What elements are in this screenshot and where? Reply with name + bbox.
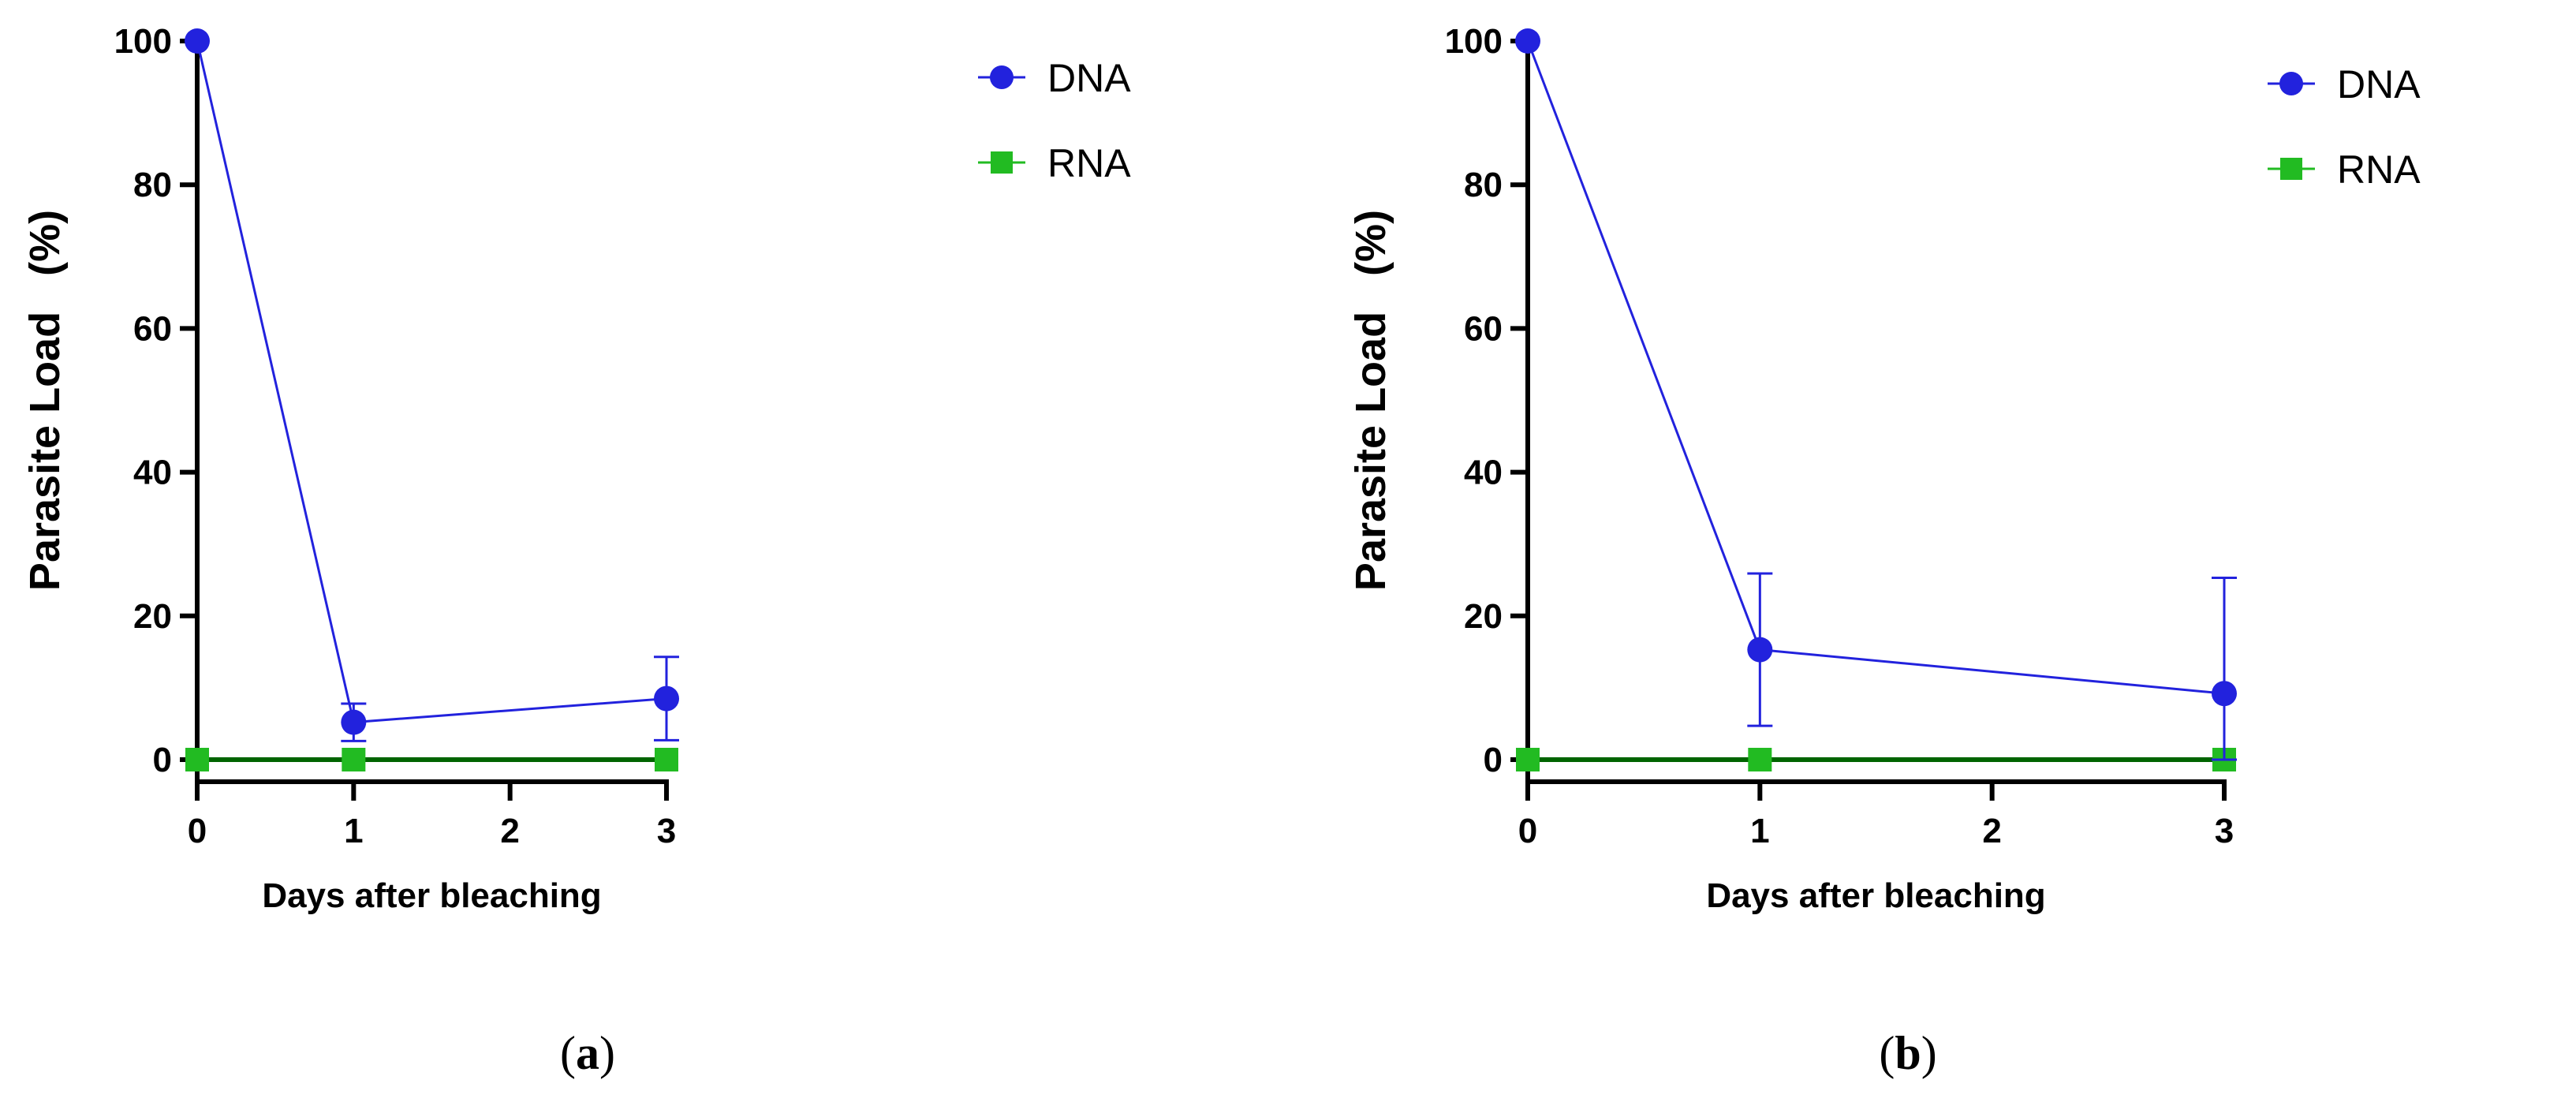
y-tick-label: 0: [1484, 741, 1503, 779]
y-tick-label: 80: [1464, 166, 1503, 204]
y-tick-label: 40: [133, 454, 172, 492]
data-point-rna: [655, 748, 678, 771]
panel-label-close: ): [1921, 1027, 1937, 1079]
data-point-rna: [185, 748, 209, 771]
x-tick-label: 3: [657, 812, 676, 850]
y-tick-label: 60: [133, 309, 172, 348]
legend-label-dna: DNA: [2337, 62, 2421, 106]
series-line-dna: [196, 40, 667, 724]
x-axis-title: Days after bleaching: [262, 876, 601, 915]
legend-label-rna: RNA: [2337, 148, 2421, 192]
y-axis-title: Parasite Load (%): [1347, 210, 1394, 591]
series-line-dna: [1526, 40, 2225, 695]
panel-label-letter: a: [576, 1027, 599, 1079]
panel-label: (b): [1879, 1027, 1936, 1079]
legend-marker-dna: [990, 65, 1014, 89]
y-tick-label: 60: [1464, 309, 1503, 348]
x-tick-label: 2: [1982, 812, 2001, 850]
chart-panel-a: 0 20 40 60 80 100 0 1 2 3 Days after bleaching Para…: [21, 22, 1131, 1079]
y-tick-label: 100: [114, 22, 172, 61]
data-point-dna: [341, 709, 367, 735]
chart-panel-b: 0 20 40 60 80 100 0 1 2 3 Days after bleaching Para…: [1347, 22, 2421, 1079]
data-point-dna: [2212, 681, 2237, 707]
x-tick-label: 1: [1750, 812, 1769, 850]
panel-label-letter: b: [1895, 1027, 1921, 1079]
panel-label-close: ): [599, 1027, 615, 1079]
legend-marker-dna: [2279, 72, 2303, 95]
y-tick-label: 40: [1464, 454, 1503, 492]
x-tick-label: 0: [1518, 812, 1537, 850]
x-tick-label: 1: [344, 812, 363, 850]
x-tick-label: 0: [188, 812, 207, 850]
y-tick-label: 20: [133, 597, 172, 636]
data-point-rna: [1748, 748, 1772, 771]
legend-label-rna: RNA: [1047, 141, 1131, 185]
y-tick-label: 80: [133, 166, 172, 204]
y-tick-label: 100: [1445, 22, 1503, 61]
data-point-rna: [342, 748, 366, 771]
y-tick-label: 20: [1464, 597, 1503, 636]
x-tick-label: 3: [2215, 812, 2234, 850]
data-point-dna: [654, 685, 679, 712]
panel-label: (a): [560, 1027, 615, 1079]
y-tick-label: 0: [153, 741, 172, 779]
legend-marker-rna: [2280, 158, 2302, 180]
panel-label-open: (: [1879, 1027, 1895, 1079]
y-axis-title: Parasite Load (%): [21, 210, 69, 591]
x-axis-title: Days after bleaching: [1706, 876, 2045, 915]
panel-label-open: (: [560, 1027, 576, 1079]
data-point-dna: [1747, 637, 1773, 663]
x-tick-label: 2: [500, 812, 519, 850]
legend-marker-rna: [991, 151, 1013, 174]
data-point-rna: [1516, 748, 1540, 771]
data-point-dna: [185, 28, 210, 54]
data-point-dna: [1515, 28, 1540, 54]
legend-label-dna: DNA: [1047, 56, 1131, 100]
